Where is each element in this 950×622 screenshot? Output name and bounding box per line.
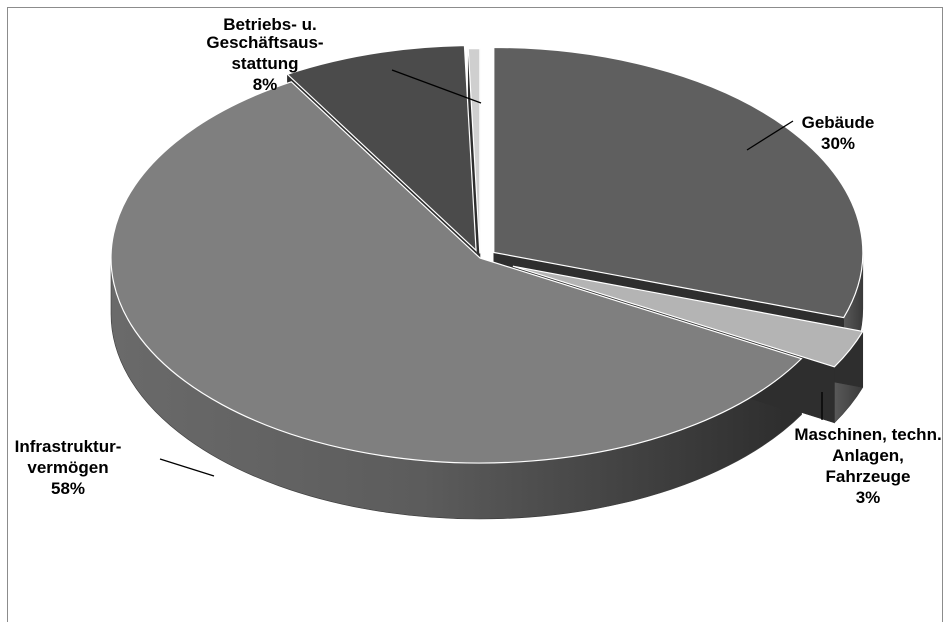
- slice-label-line: Fahrzeuge: [825, 467, 910, 486]
- slice-label-line: stattung: [231, 54, 298, 73]
- pie-slice-gebäude: [493, 46, 864, 319]
- slice-label-line: 8%: [253, 75, 278, 94]
- chart-frame: [7, 7, 943, 622]
- slice-label-line: Infrastruktur-: [15, 437, 122, 456]
- slice-label-geschäftsausstattung: Geschäftsaus-stattung 8%: [206, 33, 323, 94]
- leader-line-gebäude: [746, 120, 794, 151]
- slice-label-line: vermögen: [27, 458, 108, 477]
- leader-line-infrastrukturvermögen: [159, 458, 215, 477]
- slice-label-line: 30%: [821, 134, 855, 153]
- leader-line-betriebs-u: [391, 69, 482, 104]
- slice-label-gebäude: Gebäude 30%: [802, 113, 875, 153]
- pie-slice-infrastrukturvermögen: [110, 81, 803, 464]
- slice-label-line: Betriebs- u.: [223, 15, 317, 34]
- slice-label-line: Anlagen,: [832, 446, 904, 465]
- slice-label-line: 58%: [51, 479, 85, 498]
- slice-label-maschinen-techn-anlagen-fahrzeuge: Maschinen, techn. Anlagen, Fahrzeuge 3%: [794, 425, 941, 507]
- slice-label-line: Geschäftsaus-: [206, 33, 323, 52]
- slice-label-line: Gebäude: [802, 113, 875, 132]
- slice-label-infrastrukturvermögen: Infrastruktur-vermögen 58%: [15, 437, 122, 498]
- pie-slice-geschäftsausstattung: [286, 44, 477, 252]
- slice-label-betriebs-u: Betriebs- u.: [223, 15, 317, 34]
- slice-label-line: Maschinen, techn.: [794, 425, 941, 444]
- slice-label-line: 3%: [856, 488, 881, 507]
- pie-slice-maschinen-techn-anlagen-fahrzeuge: [512, 265, 864, 368]
